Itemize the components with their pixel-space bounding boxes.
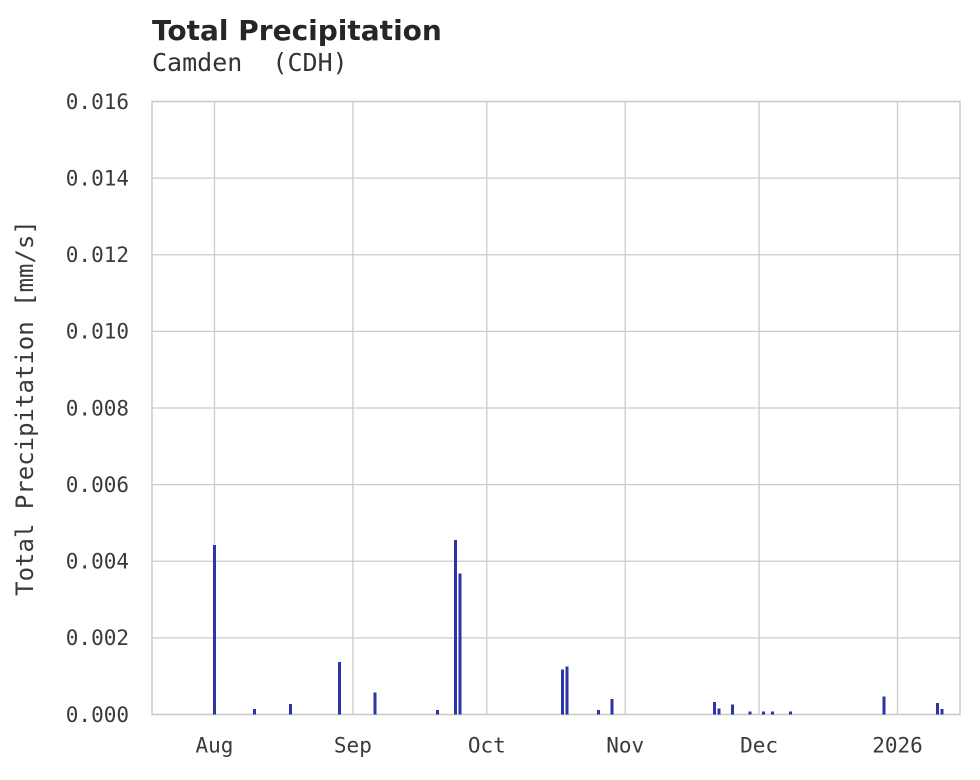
bar-2025-12-08 — [788, 711, 792, 715]
bar-2025-11-22 — [717, 708, 721, 715]
y-tick-label: 0.006 — [66, 473, 129, 497]
bar-2025-09-06 — [373, 692, 377, 715]
bar-2025-10-18 — [561, 669, 565, 715]
bar-2025-10-26 — [596, 709, 600, 715]
y-tick-label: 0.012 — [66, 243, 129, 267]
bar-2025-08-01 — [212, 544, 216, 715]
x-tick-label: Sep — [334, 734, 372, 758]
y-axis-label: Total Precipitation [mm/s] — [11, 220, 39, 596]
bar-2025-10-19 — [565, 666, 569, 715]
x-tick-label: Dec — [740, 734, 778, 758]
bar-2025-10-29 — [610, 699, 614, 715]
y-tick-label: 0.008 — [66, 396, 129, 420]
bar-2025-12-02 — [762, 711, 766, 715]
chart-title: Total Precipitation — [152, 14, 442, 47]
y-tick-label: 0.002 — [66, 626, 129, 650]
y-tick-label: 0.004 — [66, 550, 129, 574]
y-tick-label: 0.010 — [66, 320, 129, 344]
bar-2025-09-24 — [454, 540, 458, 715]
x-tick-label: Oct — [468, 734, 506, 758]
bar-2025-09-20 — [436, 709, 440, 715]
bar-2026-01-11 — [940, 708, 944, 715]
y-tick-label: 0.000 — [66, 703, 129, 727]
bar-2025-09-25 — [458, 573, 462, 715]
x-tick-label: 2026 — [872, 734, 923, 758]
bar-2026-01-10 — [936, 703, 940, 715]
bar-2025-11-29 — [748, 711, 752, 715]
plot-panel-border — [151, 100, 961, 716]
bar-2025-08-29 — [337, 662, 341, 715]
y-tick-label: 0.014 — [66, 166, 129, 190]
bar-2025-12-04 — [771, 711, 775, 715]
bar-2025-11-25 — [730, 704, 734, 715]
bar-2025-08-10 — [253, 709, 257, 715]
bar-2025-08-18 — [288, 704, 292, 715]
x-tick-label: Nov — [606, 734, 644, 758]
y-tick-label: 0.016 — [66, 90, 129, 114]
chart-subtitle: Camden (CDH) — [152, 48, 348, 77]
bar-2025-12-29 — [882, 696, 886, 715]
x-tick-label: Aug — [196, 734, 234, 758]
bar-2025-11-21 — [712, 702, 716, 715]
